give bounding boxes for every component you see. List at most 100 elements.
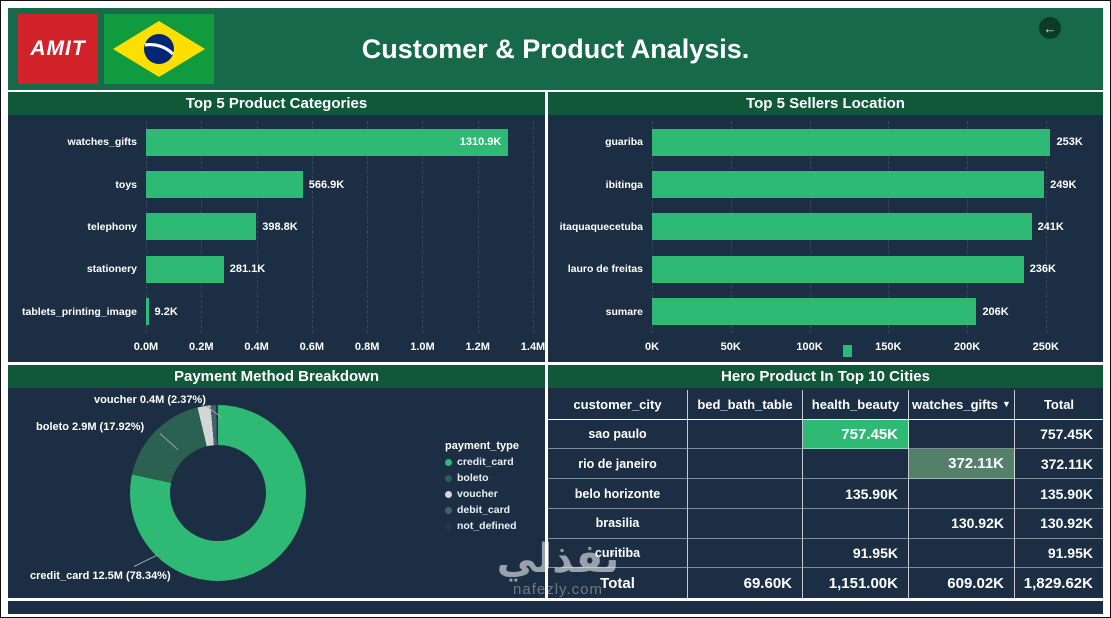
column-header[interactable]: customer_city bbox=[548, 390, 688, 420]
sort-desc-icon: ▼ bbox=[1002, 399, 1011, 410]
panel-top-sellers-location: Top 5 Sellers Location guariba 253K ibitin… bbox=[548, 92, 1103, 362]
x-axis-tick-label: 1.0M bbox=[410, 341, 435, 353]
bar[interactable] bbox=[652, 255, 1024, 283]
bar-value-label: 206K bbox=[982, 305, 1009, 318]
bar-value-label: 9.2K bbox=[154, 305, 178, 318]
value-cell: 1,829.62K bbox=[1023, 574, 1093, 592]
bar-category-label: guariba bbox=[605, 136, 643, 149]
bar-plot: watches_gifts 1310.9K toys 566.9K telephony 3… bbox=[8, 121, 545, 333]
bar-value-label: 249K bbox=[1050, 178, 1077, 191]
value-cell: 757.45K bbox=[1015, 420, 1103, 450]
legend-label: not_defined bbox=[457, 520, 517, 532]
bar-rows: watches_gifts 1310.9K toys 566.9K telephony 3… bbox=[8, 121, 545, 333]
panel-title-sellers: Top 5 Sellers Location bbox=[548, 92, 1103, 115]
bar-track: 9.2K bbox=[146, 298, 533, 326]
bar[interactable] bbox=[652, 171, 1045, 199]
hero-product-table: customer_city bed_bath_table health_beauty… bbox=[548, 388, 1103, 598]
value-cell bbox=[909, 538, 1015, 569]
bar[interactable] bbox=[146, 255, 224, 283]
gridline bbox=[1045, 121, 1047, 333]
donut-hole bbox=[170, 445, 266, 541]
value-cell: 91.95K bbox=[1015, 539, 1103, 569]
table-row[interactable]: rio de janeiro 372.11K 372.11K bbox=[548, 449, 1103, 480]
bar-track: 241K bbox=[652, 213, 1093, 241]
bar-value-label: 253K bbox=[1056, 136, 1083, 149]
bar-value-label: 236K bbox=[1029, 263, 1056, 276]
bar-category-label: telephony bbox=[87, 220, 137, 233]
bar-value-label: 281.1K bbox=[229, 263, 266, 276]
bar-category-label: lauro de freitas bbox=[567, 263, 643, 276]
legend-item[interactable]: debit_card bbox=[445, 504, 539, 516]
x-axis-tick-label: 0.8M bbox=[354, 341, 380, 353]
legend-dot-icon bbox=[445, 474, 452, 482]
x-axis-tick-label: 0.0M bbox=[133, 341, 159, 353]
table-row[interactable]: belo horizonte 135.90K 135.90K bbox=[548, 479, 1103, 509]
legend-label: boleto bbox=[457, 472, 489, 484]
donut-chart[interactable] bbox=[130, 405, 306, 581]
x-axis-tick-label: 200K bbox=[953, 341, 981, 353]
amit-logo-text: AMIT bbox=[30, 37, 86, 60]
panel-grid: Top 5 Product Categories watches_gifts 13… bbox=[8, 92, 1103, 598]
value-cell bbox=[803, 508, 909, 539]
panel-title-hero: Hero Product In Top 10 Cities bbox=[548, 365, 1103, 388]
value-cell bbox=[909, 419, 1015, 450]
legend-item[interactable]: boleto bbox=[445, 472, 539, 484]
table-header-row: customer_city bed_bath_table health_beauty… bbox=[548, 390, 1103, 420]
x-axis-tick-label: 50K bbox=[720, 341, 741, 353]
value-cell: 372.11K bbox=[909, 449, 1015, 480]
bar-track: 206K bbox=[652, 298, 1093, 326]
gridline bbox=[533, 121, 534, 333]
brazil-flag-svg bbox=[104, 14, 214, 84]
callout-voucher: voucher 0.4M (2.37%) bbox=[94, 394, 206, 406]
bar[interactable] bbox=[652, 128, 1051, 156]
bar-value-label: 1310.9K bbox=[459, 136, 502, 149]
gridline bbox=[477, 121, 479, 333]
bar-track: 566.9K bbox=[146, 171, 533, 199]
table-row[interactable]: curitiba 91.95K 91.95K bbox=[548, 538, 1103, 569]
value-cell bbox=[688, 479, 803, 509]
column-header[interactable]: watches_gifts ▼ bbox=[909, 390, 1015, 420]
bar[interactable] bbox=[652, 298, 977, 326]
bar[interactable] bbox=[146, 171, 303, 199]
value-cell: 130.92K bbox=[1015, 509, 1103, 539]
bar-row: lauro de freitas 236K bbox=[548, 255, 1103, 283]
value-cell: 91.95K bbox=[803, 538, 909, 569]
x-axis-tick-label: 100K bbox=[796, 341, 823, 353]
x-axis-tick-label: 0.6M bbox=[299, 341, 325, 353]
table-row[interactable]: sao paulo 757.45K 757.45K bbox=[548, 419, 1103, 450]
bar[interactable] bbox=[652, 213, 1032, 241]
table-row[interactable]: brasilia 130.92K 130.92K bbox=[548, 508, 1103, 539]
legend-dot-icon bbox=[445, 490, 452, 498]
amit-logo: AMIT bbox=[18, 14, 98, 84]
bar-row: stationery 281.1K bbox=[8, 255, 545, 283]
legend-dot-icon bbox=[445, 506, 452, 514]
bar-value-label: 398.8K bbox=[262, 220, 298, 233]
column-header[interactable]: Total bbox=[1015, 390, 1103, 420]
legend-title: payment_type bbox=[445, 440, 519, 452]
x-axis-tick-label: 1.2M bbox=[465, 341, 490, 353]
bar-category-label: toys bbox=[115, 178, 137, 191]
legend-item[interactable]: voucher bbox=[445, 488, 539, 500]
bar-track: 398.8K bbox=[146, 213, 533, 241]
column-header[interactable]: bed_bath_table bbox=[688, 390, 803, 420]
legend-label: credit_card bbox=[457, 456, 514, 468]
bar[interactable] bbox=[146, 213, 257, 241]
bar-row: watches_gifts 1310.9K bbox=[8, 128, 545, 156]
bar-track: 236K bbox=[652, 255, 1093, 283]
bar[interactable] bbox=[146, 298, 149, 326]
bar-category-label: stationery bbox=[86, 263, 137, 276]
bar[interactable]: 1310.9K bbox=[146, 128, 509, 156]
back-button-icon[interactable]: ← bbox=[1039, 17, 1061, 39]
legend-item[interactable]: credit_card bbox=[445, 456, 539, 468]
legend-dot-icon bbox=[445, 522, 452, 530]
table-row[interactable]: Total 69.60K 1,151.00K 609.02K 1,829.62K bbox=[548, 568, 1103, 598]
column-header[interactable]: health_beauty bbox=[803, 390, 909, 420]
x-axis-tick-label: 0K bbox=[644, 341, 660, 353]
value-cell: 1,151.00K bbox=[803, 568, 909, 598]
legend-item[interactable]: not_defined bbox=[445, 520, 539, 532]
sellers-bar-chart: guariba 253K ibitinga 249K itaquaquecetuba 24… bbox=[548, 115, 1103, 362]
bar-value-label: 241K bbox=[1037, 220, 1064, 233]
value-cell bbox=[688, 508, 803, 539]
x-axis-tick-label: 250K bbox=[1032, 341, 1059, 353]
